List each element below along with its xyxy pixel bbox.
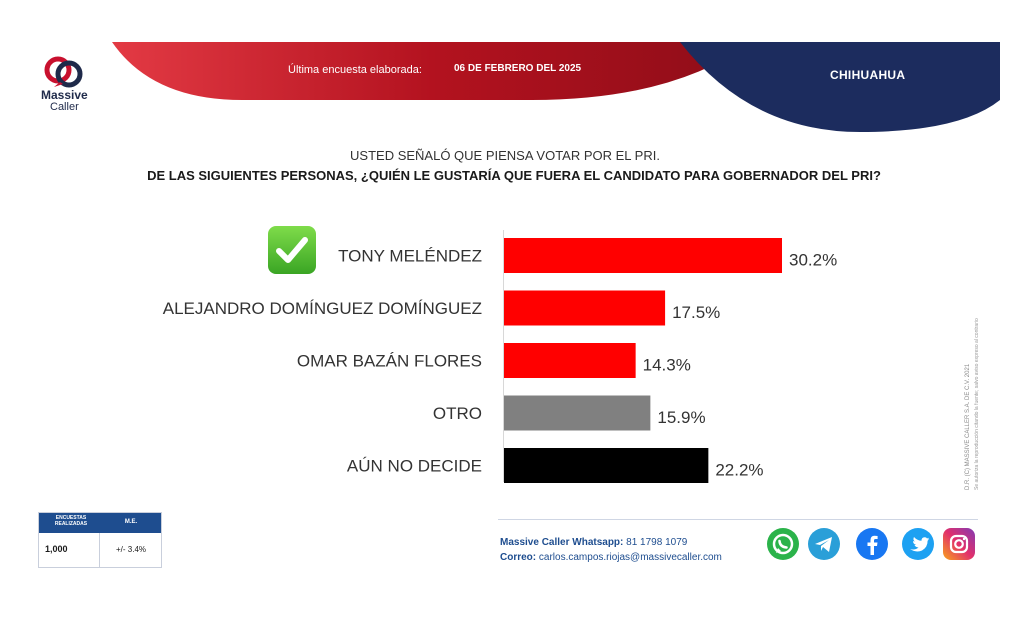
question-text: DE LAS SIGUIENTES PERSONAS, ¿QUIÉN LE GU… (147, 168, 881, 183)
bar-0 (504, 238, 782, 273)
value-label-2: 14.3% (643, 356, 691, 375)
header-banner-blue (680, 42, 1000, 132)
surveys-header: ENCUESTAS REALIZADAS (54, 515, 88, 527)
category-label-1: ALEJANDRO DOMÍNGUEZ DOMÍNGUEZ (163, 299, 482, 318)
bar-3 (504, 395, 651, 431)
contact-divider (498, 519, 978, 520)
stats-header (39, 513, 161, 533)
massive-caller-logo (44, 56, 83, 88)
chart-axis (503, 230, 504, 482)
category-label-2: OMAR BAZÁN FLORES (297, 352, 482, 371)
twitter-icon[interactable] (902, 528, 934, 560)
copyright-notice: D.R. (C) MASSIVE CALLER S.A. DE C.V. 202… (965, 318, 980, 490)
category-label-4: AÚN NO DECIDE (347, 457, 482, 476)
whatsapp-label: Massive Caller Whatsapp: (500, 537, 624, 548)
copyright-line2: Se autoriza la reproducción citando la f… (974, 318, 980, 490)
email-address[interactable]: carlos.campos.riojas@massivecaller.com (538, 552, 722, 563)
bar-4 (504, 448, 709, 483)
whatsapp-icon[interactable] (767, 528, 799, 560)
copyright-line1: D.R. (C) MASSIVE CALLER S.A. DE C.V. 202… (965, 363, 971, 490)
survey-date-label: Última encuesta elaborada: (288, 64, 422, 76)
bar-1 (504, 290, 666, 326)
category-label-0: TONY MELÉNDEZ (338, 247, 482, 266)
stats-divider (99, 533, 100, 567)
bar-2 (504, 343, 636, 378)
whatsapp-contact: Massive Caller Whatsapp: 81 1798 1079 (500, 537, 687, 548)
value-label-1: 17.5% (672, 303, 720, 322)
value-label-0: 30.2% (789, 251, 837, 270)
question-intro: USTED SEÑALÓ QUE PIENSA VOTAR POR EL PRI… (350, 148, 660, 163)
whatsapp-number[interactable]: 81 1798 1079 (626, 537, 688, 548)
state-name: CHIHUAHUA (830, 68, 906, 82)
value-label-4: 22.2% (715, 461, 763, 480)
facebook-icon[interactable] (856, 528, 888, 560)
email-contact: Correo: carlos.campos.riojas@massivecall… (500, 552, 722, 563)
winner-check-icon (268, 226, 316, 274)
category-label-3: OTRO (433, 404, 482, 423)
email-label: Correo: (500, 552, 537, 563)
header-banner-red (112, 42, 752, 100)
surveys-value: 1,000 (45, 544, 68, 554)
instagram-icon[interactable] (943, 528, 975, 560)
value-label-3: 15.9% (657, 408, 705, 427)
telegram-icon[interactable] (808, 528, 840, 560)
survey-date: 06 DE FEBRERO DEL 2025 (454, 63, 582, 74)
logo-name-line1: Massive (41, 88, 88, 102)
logo-name-line2: Caller (50, 101, 79, 113)
margin-value: +/- 3.4% (115, 545, 146, 554)
margin-header: M.E. (124, 519, 138, 525)
stats-table: ENCUESTAS REALIZADAS M.E. 1,000 +/- 3.4% (38, 512, 162, 568)
